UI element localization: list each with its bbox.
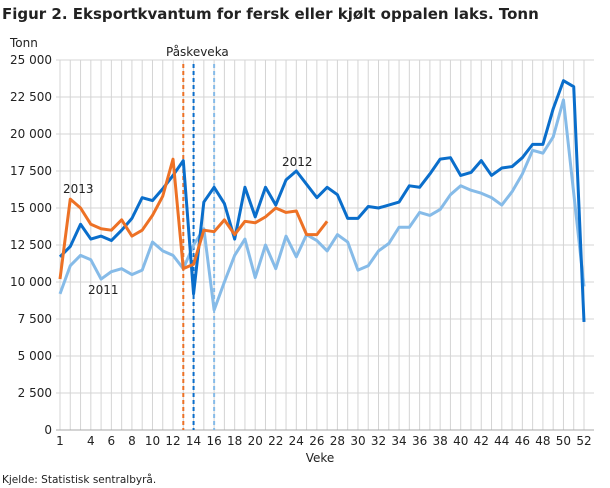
x-tick-label: 26 (309, 434, 324, 448)
x-tick-label: 28 (330, 434, 345, 448)
x-tick-label: 14 (186, 434, 201, 448)
y-tick-label: 0 (44, 423, 52, 437)
x-tick-label: 48 (535, 434, 550, 448)
y-tick-label: 12 500 (10, 238, 52, 252)
source-note: Kjelde: Statistisk sentralbyrå. (2, 473, 156, 486)
x-tick-label: 36 (412, 434, 427, 448)
series-line-2013 (58, 157, 329, 280)
y-tick-label: 10 000 (10, 275, 52, 289)
x-tick-label: 34 (391, 434, 406, 448)
x-tick-label: 8 (128, 434, 136, 448)
x-tick-label: 24 (289, 434, 304, 448)
chart-title: Figur 2. Eksportkvantum for fersk eller … (2, 5, 539, 23)
x-tick-label: 4 (87, 434, 95, 448)
x-tick-label: 22 (268, 434, 283, 448)
x-tick-label: 44 (494, 434, 509, 448)
x-tick-label: 16 (206, 434, 221, 448)
y-axis-label: Tonn (9, 36, 38, 50)
x-tick-label: 12 (165, 434, 180, 448)
x-tick-label: 32 (371, 434, 386, 448)
y-tick-label: 20 000 (10, 127, 52, 141)
x-tick-label: 46 (515, 434, 530, 448)
y-tick-label: 25 000 (10, 53, 52, 67)
series-label-2012: 2012 (282, 155, 313, 169)
x-tick-label: 40 (453, 434, 468, 448)
x-tick-label: 1 (56, 434, 64, 448)
x-tick-label: 38 (433, 434, 448, 448)
y-tick-label: 2 500 (18, 386, 52, 400)
y-tick-label: 22 500 (10, 90, 52, 104)
series-label-2013: 2013 (63, 182, 94, 196)
x-tick-label: 30 (350, 434, 365, 448)
x-tick-label: 6 (108, 434, 116, 448)
y-tick-label: 17 500 (10, 164, 52, 178)
x-axis-label: Veke (306, 451, 335, 465)
series-label-2011: 2011 (88, 283, 119, 297)
x-tick-label: 42 (474, 434, 489, 448)
x-tick-label: 50 (556, 434, 571, 448)
easter-annotation: Påskeveka (166, 45, 229, 59)
x-tick-label: 52 (576, 434, 591, 448)
y-tick-label: 15 000 (10, 201, 52, 215)
x-tick-label: 18 (227, 434, 242, 448)
x-tick-label: 10 (145, 434, 160, 448)
x-tick-label: 20 (248, 434, 263, 448)
y-tick-label: 7 500 (18, 312, 52, 326)
series-line-2011 (58, 98, 586, 312)
y-tick-label: 5 000 (18, 349, 52, 363)
series-line-2012 (58, 79, 586, 323)
